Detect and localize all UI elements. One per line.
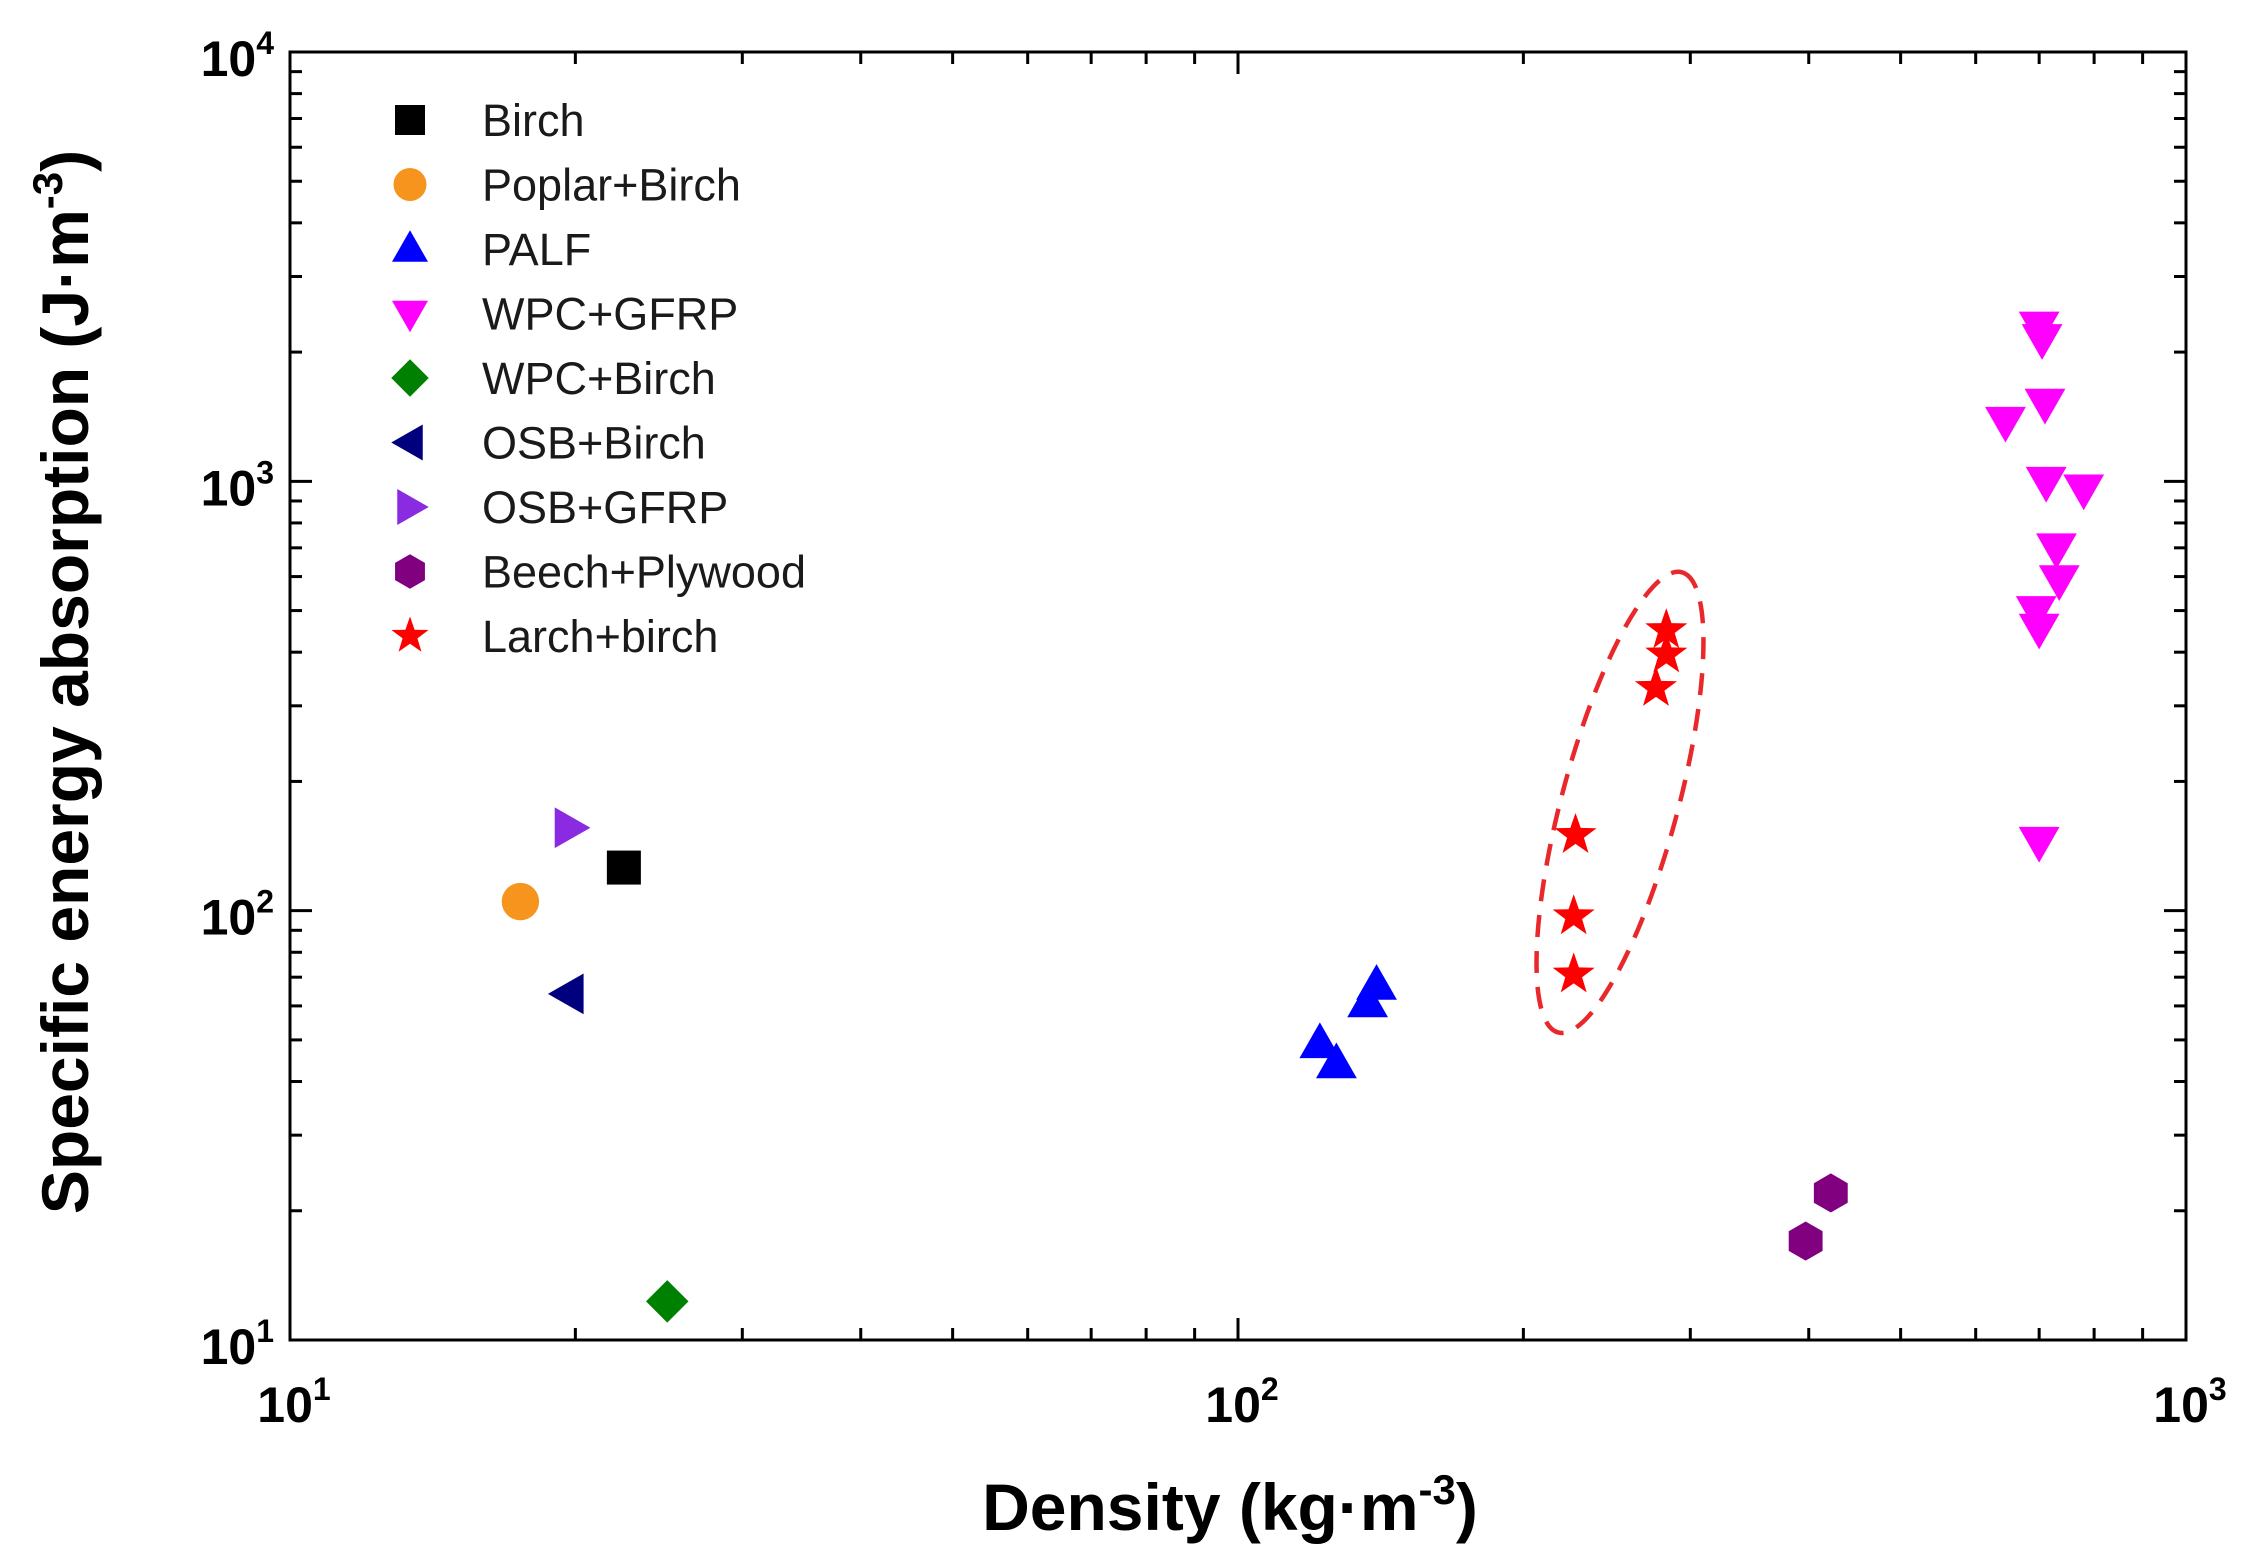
tick-labels: 101 102 103 101 102 103 104 bbox=[201, 25, 2227, 1433]
point-larch-birch bbox=[1634, 665, 1678, 706]
legend-marker-palf bbox=[392, 230, 428, 262]
y-tick-label: 102 bbox=[201, 884, 274, 946]
series-palf bbox=[1299, 964, 1397, 1079]
point-larch-birch bbox=[1552, 952, 1595, 993]
legend-item-wpc-gfrp: WPC+GFRP bbox=[392, 289, 738, 340]
legend-item-wpc-birch: WPC+Birch bbox=[391, 353, 716, 404]
point-beech-plywood bbox=[1813, 1173, 1848, 1213]
legend-label-osb-birch: OSB+Birch bbox=[482, 418, 706, 469]
point-wpc-gfrp bbox=[2021, 324, 2063, 360]
x-tick-label: 103 bbox=[2153, 1371, 2226, 1433]
point-wpc-gfrp bbox=[2038, 565, 2080, 601]
point-wpc-gfrp bbox=[1985, 406, 2026, 443]
point-larch-birch bbox=[1645, 632, 1688, 673]
series-poplar-birch bbox=[501, 882, 540, 921]
legend-item-osb-gfrp: OSB+GFRP bbox=[397, 482, 728, 533]
series-osb-birch bbox=[547, 973, 584, 1015]
point-wpc-gfrp bbox=[2063, 474, 2105, 511]
legend-marker-larch-birch bbox=[391, 616, 429, 652]
legend-marker-beech-plywood bbox=[395, 554, 425, 589]
y-tick-label: 104 bbox=[201, 25, 275, 87]
point-larch-birch bbox=[1554, 812, 1597, 853]
point-osb-gfrp bbox=[554, 807, 591, 849]
legend-item-beech-plywood: Beech+Plywood bbox=[395, 547, 806, 598]
series-osb-gfrp bbox=[554, 807, 591, 849]
legend-label-wpc-gfrp: WPC+GFRP bbox=[482, 289, 738, 340]
legend-marker-osb-gfrp bbox=[397, 489, 429, 525]
legend-marker-poplar-birch bbox=[393, 168, 427, 201]
series-beech-plywood bbox=[1788, 1173, 1848, 1261]
point-wpc-gfrp bbox=[2018, 613, 2060, 650]
legend-label-birch: Birch bbox=[482, 95, 585, 146]
legend-item-birch: Birch bbox=[395, 95, 585, 146]
legend-label-palf: PALF bbox=[482, 224, 591, 275]
legend-marker-birch bbox=[395, 105, 425, 135]
point-wpc-gfrp bbox=[2024, 388, 2066, 425]
series-wpc-birch bbox=[645, 1280, 689, 1323]
legend-item-larch-birch: Larch+birch bbox=[391, 611, 718, 662]
point-birch bbox=[606, 850, 641, 885]
point-poplar-birch bbox=[501, 882, 540, 921]
legend-label-larch-birch: Larch+birch bbox=[482, 611, 718, 662]
series-larch-birch bbox=[1552, 608, 1688, 993]
legend-marker-osb-birch bbox=[391, 424, 423, 461]
legend-item-osb-birch: OSB+Birch bbox=[391, 418, 706, 469]
point-palf bbox=[1316, 1042, 1357, 1079]
data-points bbox=[501, 311, 2105, 1323]
point-larch-birch bbox=[1552, 894, 1595, 935]
x-tick-label: 101 bbox=[257, 1371, 330, 1433]
y-tick-label: 103 bbox=[201, 454, 274, 516]
annotations bbox=[1534, 569, 1706, 1036]
legend-label-beech-plywood: Beech+Plywood bbox=[482, 547, 806, 598]
larch-birch-ellipse bbox=[1534, 569, 1706, 1036]
legend: Birch Poplar+Birch PALF WPC+GFRP WPC+Birch OS… bbox=[391, 95, 806, 662]
point-palf bbox=[1356, 964, 1397, 1000]
y-tick-label: 101 bbox=[201, 1313, 274, 1375]
point-wpc-gfrp bbox=[2018, 826, 2060, 863]
series-wpc-gfrp bbox=[1985, 311, 2105, 863]
x-tick-label: 102 bbox=[1205, 1371, 1278, 1433]
point-osb-birch bbox=[547, 973, 584, 1015]
legend-marker-wpc-birch bbox=[391, 359, 429, 397]
y-axis-title: Specific energy absorption (J·m-3) bbox=[24, 150, 102, 1214]
legend-label-osb-gfrp: OSB+GFRP bbox=[482, 482, 728, 533]
point-wpc-gfrp bbox=[2036, 533, 2077, 570]
series-birch bbox=[606, 850, 641, 885]
legend-item-palf: PALF bbox=[392, 224, 591, 275]
point-wpc-gfrp bbox=[2025, 466, 2067, 503]
x-axis-title: Density (kg·m-3) bbox=[982, 1466, 1478, 1544]
legend-label-poplar-birch: Poplar+Birch bbox=[482, 160, 741, 211]
legend-marker-wpc-gfrp bbox=[392, 300, 428, 333]
point-wpc-birch bbox=[645, 1280, 689, 1323]
point-palf bbox=[1299, 1022, 1341, 1059]
legend-label-wpc-birch: WPC+Birch bbox=[482, 353, 716, 404]
point-larch-birch bbox=[1645, 608, 1688, 649]
axis-ticks bbox=[288, 50, 2188, 1342]
legend-item-poplar-birch: Poplar+Birch bbox=[393, 160, 741, 211]
point-beech-plywood bbox=[1788, 1221, 1823, 1261]
